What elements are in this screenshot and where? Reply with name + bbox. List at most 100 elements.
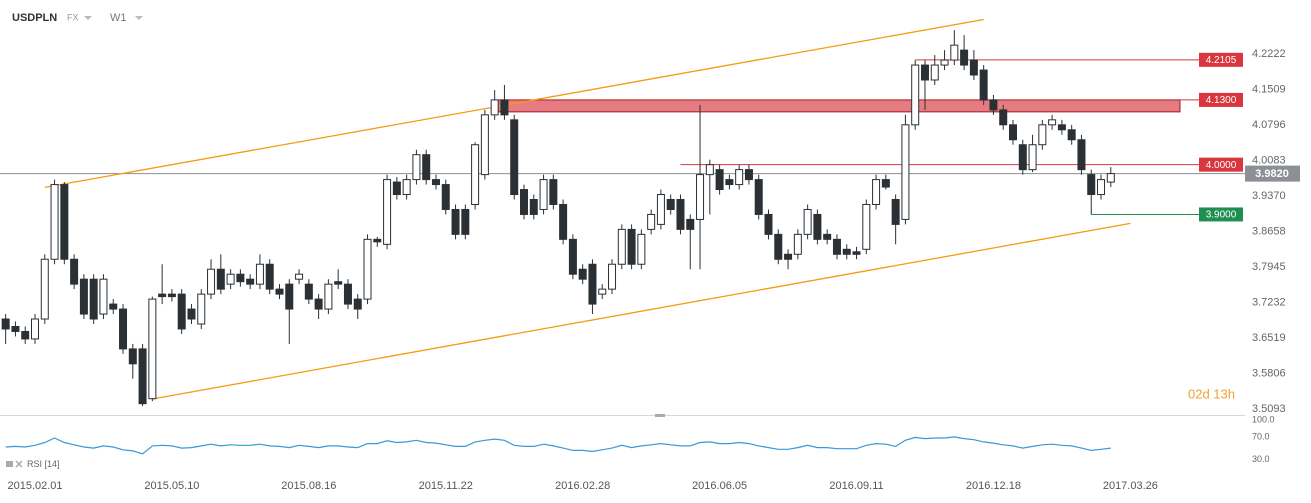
candle-body: [520, 189, 528, 215]
candle-body: [862, 203, 871, 250]
trendline: [44, 18, 984, 189]
candle-body: [1087, 174, 1096, 196]
candle-body: [598, 288, 607, 295]
legend-close[interactable]: [15, 460, 23, 468]
y-tick-label: 3.7945: [1252, 261, 1286, 273]
candle-body: [11, 325, 20, 332]
candle-body: [265, 263, 274, 290]
candle-body: [295, 273, 304, 280]
candle-body: [950, 44, 959, 61]
candle-body: [686, 218, 695, 230]
level-label: 4.0000: [1206, 160, 1237, 171]
candle: [89, 274, 98, 324]
candle-body: [901, 124, 910, 220]
panel-handle[interactable]: [655, 414, 665, 417]
candle-body: [246, 278, 255, 285]
candle-body: [696, 174, 705, 220]
candle-body: [128, 348, 137, 365]
candle-body: [823, 233, 832, 240]
legend-icon[interactable]: [6, 461, 13, 467]
candle-body: [725, 179, 734, 186]
candle: [304, 279, 313, 305]
candle-body: [1009, 124, 1017, 141]
candle: [617, 224, 626, 270]
candle-body: [559, 203, 568, 240]
candle-body: [353, 298, 362, 310]
candle-body: [715, 169, 724, 191]
candle: [422, 149, 431, 185]
candle: [314, 294, 323, 320]
last-price-box: [1245, 165, 1300, 182]
candle: [911, 60, 920, 130]
candle-body: [451, 208, 460, 235]
candle: [197, 289, 206, 329]
candle-body: [500, 99, 509, 116]
candle: [666, 194, 675, 215]
candle: [549, 174, 558, 210]
level-label-box: [1199, 157, 1243, 172]
candle-body: [969, 59, 978, 76]
candle: [705, 159, 714, 215]
candle-body: [588, 263, 597, 305]
candle-body: [392, 181, 401, 196]
market[interactable]: FX: [67, 12, 79, 22]
candle-body: [490, 99, 499, 116]
dropdown-arrow[interactable]: [135, 16, 143, 20]
candle: [999, 104, 1008, 130]
candle-body: [578, 268, 587, 280]
candle-body: [637, 233, 646, 265]
candle: [1097, 174, 1106, 200]
level-label-box: [1199, 92, 1243, 107]
candle: [236, 269, 245, 287]
candle-body: [471, 144, 480, 205]
candle-body: [1077, 139, 1086, 171]
candle-body: [1, 318, 10, 330]
candle-body: [647, 213, 656, 230]
candle: [813, 209, 822, 245]
candle: [70, 254, 79, 290]
candle-body: [529, 199, 538, 215]
candle-body: [754, 179, 763, 215]
candle: [1028, 134, 1037, 173]
candle: [960, 35, 969, 71]
symbol[interactable]: USDPLN: [12, 12, 57, 24]
candle-body: [1048, 119, 1057, 126]
candle-body: [676, 199, 685, 230]
candle: [1106, 167, 1115, 188]
x-tick-label: 2015.05.10: [144, 480, 199, 492]
candle: [656, 189, 665, 230]
candle-body: [940, 59, 949, 66]
candle: [1018, 139, 1027, 175]
candle: [383, 174, 392, 250]
candle-body: [255, 263, 264, 285]
candle: [21, 326, 30, 344]
dropdown-arrow[interactable]: [84, 16, 92, 20]
candle-body: [891, 199, 900, 225]
candle: [510, 114, 519, 200]
candle: [177, 289, 186, 334]
candle: [979, 65, 988, 105]
candle: [568, 234, 577, 280]
candle-body: [568, 238, 577, 275]
candle: [872, 174, 881, 210]
candle-body: [960, 49, 969, 66]
trendline: [152, 222, 1131, 400]
timeframe[interactable]: W1: [110, 12, 127, 24]
candle-body: [50, 184, 59, 260]
candle-body: [431, 179, 440, 186]
candle: [480, 109, 489, 180]
candle: [158, 264, 167, 305]
last-price-label: 3.9820: [1255, 168, 1289, 180]
candle: [1009, 119, 1017, 145]
level-label-box: [1199, 207, 1243, 222]
candle: [187, 304, 196, 324]
candle-body: [31, 318, 39, 340]
x-tick-label: 2016.12.18: [966, 480, 1021, 492]
candle-body: [813, 213, 822, 240]
candle-body: [803, 208, 812, 235]
candle: [148, 296, 157, 402]
candle: [216, 254, 225, 295]
candle: [823, 229, 832, 245]
candle-body: [79, 278, 88, 315]
